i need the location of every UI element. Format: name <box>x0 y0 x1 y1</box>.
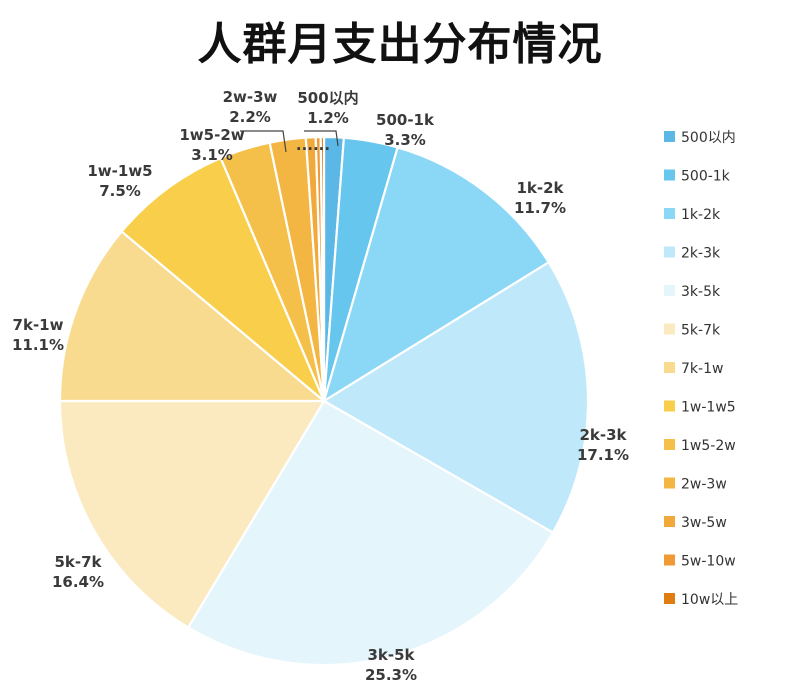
leader-line-2w-3w <box>240 130 287 153</box>
legend-label-1w5-2w: 1w5-2w <box>681 438 736 454</box>
legend-label-1w-1w5: 1w-1w5 <box>681 400 736 416</box>
ellipsis-label: ...... <box>296 136 330 154</box>
legend-swatch-3k-5k <box>664 285 675 296</box>
legend-swatch-5w-10w <box>664 554 675 566</box>
legend-swatch-3w-5w <box>664 516 675 527</box>
slice-label-2w-3w: 2w-3w 2.2% <box>223 88 278 126</box>
legend-swatch-1w-1w5 <box>664 400 675 412</box>
leader-line-500 <box>304 130 339 147</box>
legend: 500以内 500-1k 1k-2k 2k-3k 3k-5k 5k-7k 7k-1w 1w-1… <box>664 130 738 608</box>
pie-slice-2k-3k <box>321 260 590 535</box>
slice-label-1w5-2w: 1w5-2w 3.1% <box>179 126 244 164</box>
slice-label-500: 500以内 1.2% <box>297 89 358 127</box>
legend-swatch-5k-7k <box>664 323 675 335</box>
legend-swatch-7k-1w <box>664 362 675 373</box>
legend-label-5k-7k: 5k-7k <box>681 323 721 339</box>
legend-label-7k-1w: 7k-1w <box>681 361 723 377</box>
legend-label-3k-5k: 3k-5k <box>681 284 721 300</box>
pie-slice-7k-1w <box>58 229 328 403</box>
slice-label-2k-3k: 2k-3k 17.1% <box>577 426 629 464</box>
legend-label-1k-2k: 1k-2k <box>681 207 721 223</box>
legend-label-5w-10w: 5w-10w <box>681 554 736 570</box>
legend-swatch-2k-3k <box>664 246 675 258</box>
legend-swatch-1w5-2w <box>664 439 675 450</box>
slice-label-500-1k: 500-1k 3.3% <box>376 111 435 149</box>
legend-label-500: 500以内 <box>681 130 736 146</box>
legend-swatch-2w-3w <box>664 477 675 489</box>
legend-swatch-10w <box>664 593 675 604</box>
slice-labels: 500以内 1.2% 500-1k 3.3% 1k-2k 11.7% 2k-3k 17.1% 3… <box>12 88 629 684</box>
legend-label-2w-3w: 2w-3w <box>681 477 727 493</box>
slice-label-3k-5k: 3k-5k 25.3% <box>365 646 417 684</box>
leader-lines: ...... <box>240 130 339 154</box>
legend-label-2k-3k: 2k-3k <box>681 246 721 262</box>
chart-title: 人群月支出分布情况 <box>197 19 603 70</box>
slice-label-7k-1w: 7k-1w 11.1% <box>12 316 64 354</box>
legend-label-10w: 10w以上 <box>681 592 738 608</box>
legend-swatch-500-1k <box>664 169 675 181</box>
pie-slice-1k-2k <box>322 146 551 404</box>
pie-slice-5k-7k <box>58 399 326 629</box>
legend-swatch-1k-2k <box>664 208 675 219</box>
slice-label-1k-2k: 1k-2k 11.7% <box>514 179 566 217</box>
pie-slice-1w-1w5 <box>120 156 326 402</box>
pie-slice-3k-5k <box>186 399 555 667</box>
pie-slices <box>58 135 590 667</box>
slice-label-1w-1w5: 1w-1w5 7.5% <box>87 162 152 200</box>
pie-slice-10w <box>319 135 326 402</box>
legend-label-500-1k: 500-1k <box>681 169 731 185</box>
legend-swatch-500 <box>664 131 675 142</box>
legend-label-3w-5w: 3w-5w <box>681 515 727 531</box>
slice-label-5k-7k: 5k-7k 16.4% <box>52 553 104 591</box>
